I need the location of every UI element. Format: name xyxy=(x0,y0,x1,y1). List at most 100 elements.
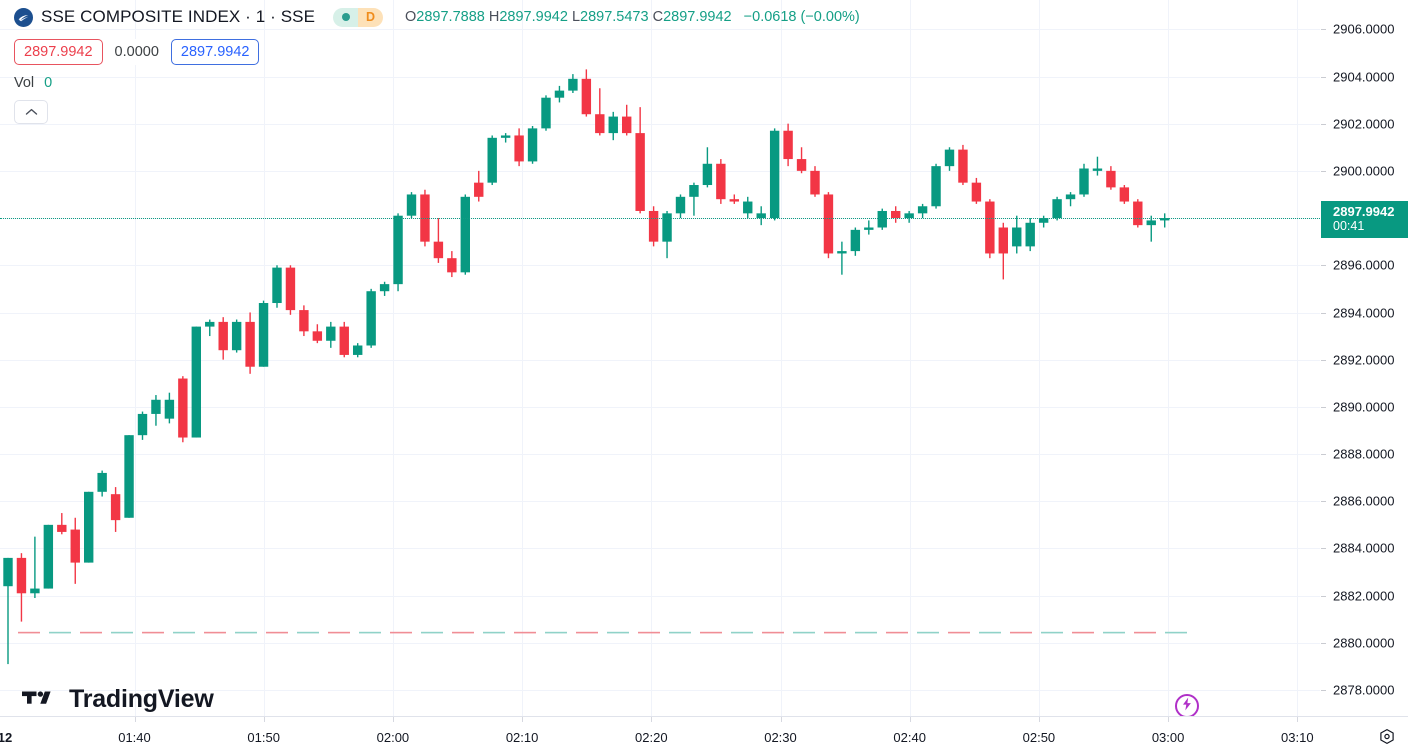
legend-header-row: SSE COMPOSITE INDEX · 1 · SSE D O2897.78… xyxy=(14,6,860,28)
session-badge-label: D xyxy=(358,7,384,27)
candle xyxy=(971,177,982,204)
baseline-segment xyxy=(328,631,350,634)
price-axis-label: 2896.0000 xyxy=(1333,257,1395,273)
price-axis-label: 2904.0000 xyxy=(1333,69,1395,84)
grid-hline xyxy=(0,29,1320,31)
candle xyxy=(1133,199,1143,228)
candle xyxy=(917,203,928,219)
candle xyxy=(84,491,94,563)
candle xyxy=(662,210,672,259)
lightning-bolt-button[interactable] xyxy=(1175,694,1199,718)
candle xyxy=(716,159,726,204)
baseline-segment xyxy=(1041,631,1063,634)
time-axis[interactable]: 12 01:40 01:50 02:00 02:10 02:20 02:30 02:40 02:… xyxy=(0,716,1408,756)
candle xyxy=(823,192,834,259)
indicator-chip-middle[interactable]: 0.0000 xyxy=(102,39,171,65)
time-axis-label: 01:50 xyxy=(247,730,280,745)
grid-hline xyxy=(0,690,1320,691)
baseline-segment xyxy=(1103,631,1125,634)
symbol-title[interactable]: SSE COMPOSITE INDEX · 1 · SSE xyxy=(41,7,316,26)
baseline-segment xyxy=(1134,631,1156,634)
time-axis-label: 02:40 xyxy=(893,730,926,745)
candle xyxy=(191,326,201,438)
candle xyxy=(3,557,13,665)
candle xyxy=(1119,185,1130,204)
indicator-chip-upper[interactable]: 2897.9942 xyxy=(14,39,103,65)
tradingview-watermark[interactable]: TradingView xyxy=(22,685,214,714)
baseline-segment xyxy=(18,631,40,634)
time-axis-tick xyxy=(522,717,524,722)
current-price-line xyxy=(0,218,1320,220)
price-axis-tick xyxy=(1321,312,1326,314)
baseline-segment xyxy=(49,631,71,634)
time-axis-label: 12 xyxy=(0,730,13,745)
change-value: −0.0618 (−0.00%) xyxy=(743,9,860,25)
baseline-segment xyxy=(359,631,381,634)
price-axis-tick xyxy=(1321,642,1326,644)
grid-vline xyxy=(780,0,782,716)
baseline-segment xyxy=(1010,631,1032,634)
candle xyxy=(245,312,255,374)
price-axis-label: 2890.0000 xyxy=(1333,399,1395,415)
baseline-segment xyxy=(855,631,877,634)
baseline-segment xyxy=(607,631,629,634)
time-axis-label: 02:50 xyxy=(1022,730,1056,745)
candle xyxy=(1038,215,1049,228)
price-axis-tick xyxy=(1321,170,1326,172)
candle xyxy=(285,265,296,315)
time-axis-tick xyxy=(909,717,911,722)
lightning-bolt-icon xyxy=(1181,697,1193,716)
grid-hline xyxy=(0,359,1320,361)
tradingview-logo-text: TradingView xyxy=(69,685,214,713)
grid-vline xyxy=(1297,0,1299,716)
candle xyxy=(675,194,686,219)
axis-settings-icon[interactable] xyxy=(1378,728,1396,746)
time-axis-label: 01:40 xyxy=(118,730,151,745)
market-open-dot-icon xyxy=(333,7,359,27)
candle xyxy=(178,376,188,443)
grid-hline xyxy=(0,454,1320,455)
grid-hline xyxy=(0,170,1320,172)
candle xyxy=(474,170,484,202)
candle xyxy=(1079,163,1089,197)
time-axis-tick xyxy=(1168,717,1170,722)
indicator-chip-lower[interactable]: 2897.9942 xyxy=(170,39,260,65)
indicator-chips-row: 2897.9942 0.0000 2897.9942 xyxy=(14,39,860,65)
price-axis-tick xyxy=(1321,265,1326,267)
grid-hline xyxy=(0,501,1320,503)
candle xyxy=(1025,218,1035,252)
time-axis-tick xyxy=(1038,717,1040,722)
candle xyxy=(97,470,107,497)
price-axis-tick xyxy=(1321,548,1326,550)
grid-vline xyxy=(392,0,394,716)
price-axis-tick xyxy=(1321,595,1326,597)
candle xyxy=(1052,196,1062,221)
candle xyxy=(608,111,618,141)
time-axis-label: 03:10 xyxy=(1281,730,1314,745)
grid-vline xyxy=(522,0,524,716)
price-axis-tick xyxy=(1321,406,1326,408)
high-label: H xyxy=(488,9,500,25)
session-status-badge[interactable]: D xyxy=(333,7,384,27)
candle xyxy=(702,147,713,188)
grid-hline xyxy=(0,312,1320,314)
high-value: 2897.9942 xyxy=(499,9,568,25)
candle xyxy=(272,265,282,308)
current-price-tag: 2897.9942 00:41 xyxy=(1321,201,1408,239)
candle xyxy=(137,411,148,440)
close-label: C xyxy=(652,9,664,25)
candle xyxy=(783,123,793,167)
grid-vline xyxy=(909,0,911,716)
candle xyxy=(635,107,645,214)
collapse-legend-button[interactable] xyxy=(14,100,48,124)
candle xyxy=(420,189,430,247)
baseline-segment xyxy=(917,631,939,634)
candle xyxy=(985,199,995,259)
time-axis-tick xyxy=(263,717,265,722)
price-axis[interactable]: 2897.9942 00:41 2906.0000 2904.0000 2902.0… xyxy=(1320,0,1408,716)
baseline-segment xyxy=(483,631,505,634)
volume-value: 0 xyxy=(44,75,53,91)
candle xyxy=(258,300,269,367)
candle xyxy=(527,126,538,164)
